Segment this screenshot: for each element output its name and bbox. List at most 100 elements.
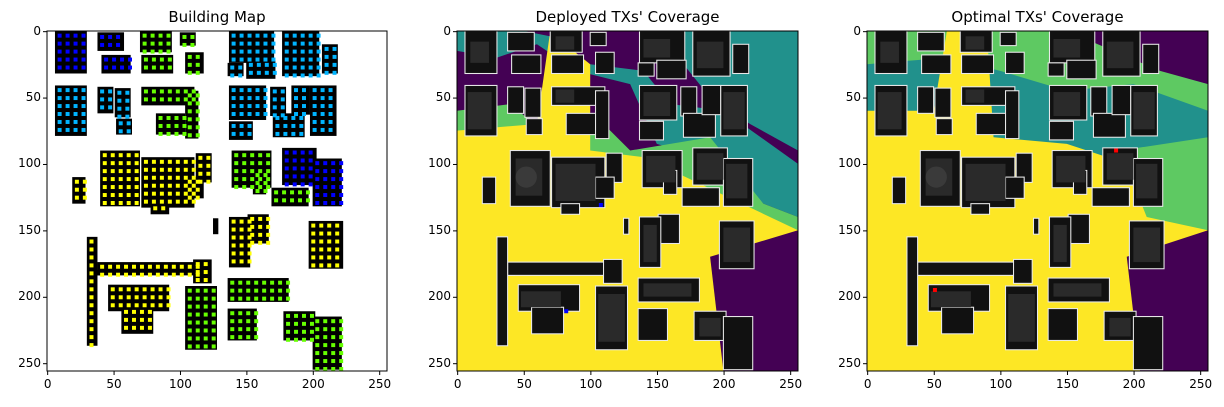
- window-marker-638: [246, 288, 251, 293]
- window-marker-631: [254, 280, 259, 285]
- window-marker-461: [339, 193, 344, 198]
- window-marker-131: [332, 46, 337, 51]
- window-marker-624: [187, 344, 192, 349]
- window-marker-20: [100, 34, 105, 39]
- window-marker-90: [230, 73, 235, 78]
- window-marker-527: [161, 206, 166, 211]
- window-marker-61: [195, 62, 200, 67]
- window-marker-369: [198, 163, 203, 168]
- window-marker-531: [124, 264, 129, 269]
- window-marker-202: [158, 131, 163, 136]
- window-marker-229: [239, 104, 244, 109]
- window-marker-668: [286, 313, 291, 318]
- window-marker-693: [323, 335, 328, 340]
- window-marker-708: [315, 367, 320, 371]
- window-marker-619: [211, 328, 216, 333]
- y-tick-label: 0: [853, 23, 861, 38]
- window-marker-65: [239, 33, 244, 38]
- roof-3: [696, 41, 724, 69]
- window-marker-569: [118, 295, 123, 300]
- window-marker-371: [198, 171, 203, 176]
- window-marker-499: [231, 259, 236, 264]
- building-39: [622, 217, 630, 235]
- window-marker-568: [110, 295, 115, 300]
- window-marker-576: [110, 303, 115, 308]
- window-marker-647: [254, 296, 259, 301]
- window-marker-48: [159, 57, 164, 62]
- roof-7: [1133, 92, 1155, 130]
- window-marker-169: [125, 90, 130, 95]
- window-marker-534: [147, 264, 152, 269]
- window-marker-149: [81, 104, 86, 109]
- window-marker-101: [292, 33, 297, 38]
- window-marker-525: [335, 263, 340, 268]
- window-marker-719: [89, 295, 94, 300]
- roof-4: [877, 92, 902, 130]
- window-marker-322: [118, 201, 123, 205]
- window-marker-413: [292, 150, 297, 155]
- window-marker-573: [150, 295, 155, 300]
- window-marker-490: [231, 235, 236, 240]
- window-marker-92: [248, 62, 253, 67]
- window-marker-463: [323, 201, 328, 205]
- window-marker-214: [187, 125, 192, 130]
- window-marker-623: [211, 336, 216, 341]
- window-marker-600: [187, 296, 192, 301]
- window-marker-468: [74, 187, 79, 192]
- window-marker-724: [89, 335, 94, 340]
- window-marker-387: [242, 161, 247, 166]
- window-marker-310: [102, 185, 107, 190]
- window-marker-304: [134, 169, 139, 174]
- window-marker-1: [65, 33, 70, 38]
- window-marker-676: [286, 329, 291, 334]
- window-marker-390: [266, 161, 271, 166]
- building-50: [906, 236, 919, 347]
- roof-4: [467, 92, 492, 130]
- window-marker-541: [100, 272, 105, 277]
- window-marker-180: [143, 89, 148, 94]
- window-marker-651: [286, 296, 291, 301]
- window-marker-28: [120, 57, 125, 62]
- x-tick-label: 50: [516, 377, 532, 391]
- window-marker-64: [231, 33, 236, 38]
- window-marker-77: [239, 49, 244, 54]
- window-marker-421: [292, 166, 297, 171]
- window-marker-589: [132, 317, 136, 322]
- window-marker-91: [238, 73, 243, 78]
- window-marker-38: [142, 41, 147, 46]
- window-marker-190: [167, 97, 172, 102]
- window-marker-425: [292, 174, 297, 179]
- window-marker-60: [187, 62, 192, 67]
- window-marker-681: [294, 337, 299, 342]
- window-marker-182: [159, 89, 164, 94]
- window-marker-442: [315, 161, 320, 166]
- window-marker-567: [166, 287, 171, 292]
- window-marker-645: [238, 296, 243, 301]
- building-20: [1048, 120, 1074, 141]
- window-marker-483: [266, 240, 271, 245]
- building-32: [1091, 187, 1130, 207]
- window-marker-652: [230, 311, 235, 316]
- building-8: [637, 62, 655, 77]
- window-marker-642: [278, 288, 283, 293]
- transmitter-marker-0: [1114, 148, 1119, 153]
- window-marker-480: [266, 232, 271, 237]
- window-marker-592: [124, 325, 129, 330]
- window-marker-470: [74, 195, 79, 200]
- window-marker-408: [255, 181, 260, 186]
- window-marker-188: [151, 97, 156, 102]
- window-marker-392: [242, 169, 247, 174]
- window-marker-198: [158, 123, 163, 128]
- window-marker-117: [300, 57, 305, 62]
- window-marker-648: [262, 296, 267, 301]
- window-marker-199: [166, 123, 171, 128]
- y-tick-label: 100: [18, 156, 41, 171]
- window-marker-358: [183, 191, 188, 196]
- roof-6: [643, 92, 671, 116]
- window-marker-186: [191, 89, 196, 94]
- window-marker-400: [266, 177, 271, 182]
- window-marker-672: [286, 321, 291, 326]
- window-marker-296: [110, 161, 115, 166]
- window-marker-89: [238, 65, 243, 70]
- y-tick-label: 0: [443, 23, 451, 38]
